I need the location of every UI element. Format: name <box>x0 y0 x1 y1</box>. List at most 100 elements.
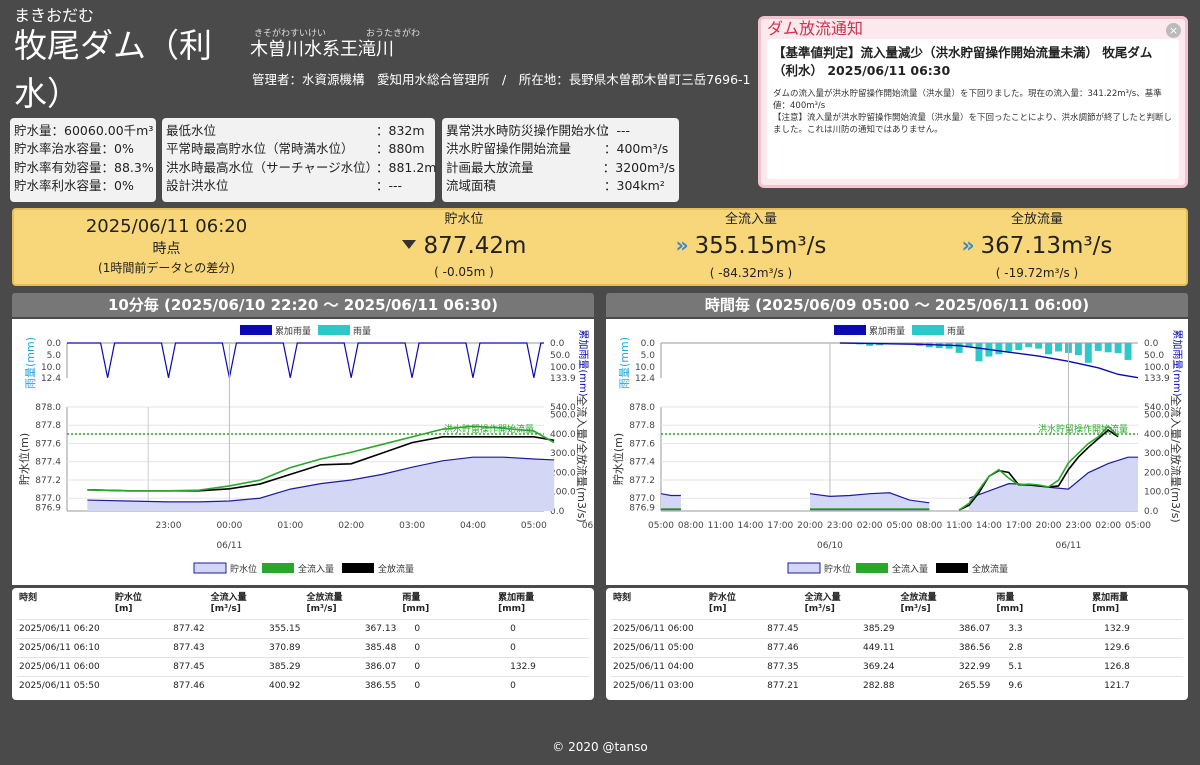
dam-name-title: 牧尾ダム（利水） <box>14 26 212 113</box>
main-right-tick: 400.0 <box>1144 430 1170 440</box>
x-tick-label: 01:00 <box>277 521 303 531</box>
metric-value: 877.42m <box>423 233 527 259</box>
x-tick-label: 00:00 <box>216 521 242 531</box>
storage-line <box>660 493 681 497</box>
chart-hourly: 累加雨量 雨量 0.0 0.0 5.0 50.0 10.0 100.0 12.4 133.9 雨量(… <box>611 325 1183 575</box>
main-left-tick: 877.2 <box>35 476 61 486</box>
summary-time: 2025/06/11 06:20 <box>85 216 248 237</box>
chart-panel-hourly: 時間毎 (2025/06/09 05:00 ～ 2025/06/11 06:00… <box>606 293 1188 585</box>
info-label: 洪水時最高水位（サーチャージ水位） <box>166 159 379 175</box>
table-cell: 0 <box>400 638 497 658</box>
rain-left-tick: 5.0 <box>641 351 656 361</box>
metric-total-inflow: 全流入量 » 355.15m³/s ( -84.32m³/s ) <box>631 212 871 281</box>
info-row: 貯水率有効容量： 88.3% <box>14 159 154 177</box>
main-right-tick: 100.0 <box>1144 488 1170 498</box>
header-text: 全流入量 <box>210 593 247 603</box>
rain-right-tick: 100.0 <box>1144 363 1170 373</box>
header-text: [m³/s] <box>900 604 931 614</box>
info-row: 最低水位 ：832m <box>166 122 431 140</box>
rain-bar <box>1005 343 1013 352</box>
rain-right-tick: 133.9 <box>550 374 576 384</box>
legend-cum-rain-label: 累加雨量 <box>275 326 311 337</box>
dam-kana: まきおだむ <box>14 6 95 25</box>
notice-body-1: ダムの流入量が洪水貯留操作開始流量（洪水量）を下回りました。現在の流入量：341… <box>773 89 1162 111</box>
info-row: 計画最大放流量 ：3200m³/s <box>446 159 675 177</box>
table-cell: 129.6 <box>1090 638 1183 658</box>
x-tick-label: 08:00 <box>678 521 704 531</box>
close-icon[interactable]: × <box>1166 23 1181 38</box>
table-cell: 367.13 <box>304 619 401 639</box>
table-row: 2025/06/11 06:00 877.45 385.29 386.07 3.3 132… <box>611 619 1183 639</box>
table-cell: 386.07 <box>898 619 995 639</box>
river-block: きそがわすいけい おうたきがわ 木曽川水系王滝川 <box>250 26 420 63</box>
rain-left-tick: 12.4 <box>635 374 655 384</box>
table-header: 全放流量 [m³/s] <box>898 588 994 620</box>
legend-rain-swatch <box>318 325 350 335</box>
x-tick-label: 23:00 <box>1065 521 1091 531</box>
table-cell: 0 <box>400 619 497 639</box>
main-right-tick: 300.0 <box>1144 449 1170 459</box>
cum-rain-line <box>839 342 1139 379</box>
main-ylabel-left: 貯水位(m) <box>611 433 625 485</box>
table-row: 2025/06/11 06:20 877.42 355.15 367.13 0 0 <box>17 619 589 639</box>
main-left-tick: 877.4 <box>629 458 655 468</box>
table-cell: 9.6 <box>994 676 1091 696</box>
header-text: 全放流量 <box>900 593 937 603</box>
rain-bar <box>1015 343 1023 351</box>
legend-storage-label: 貯水位 <box>824 563 851 575</box>
metric-value: 355.15m³/s <box>694 233 827 259</box>
info-label: 計画最大放流量 <box>446 159 534 175</box>
storage-area <box>810 492 930 511</box>
storage-info-box: 貯水量： 60060.00千m³ 貯水率治水容量： 0% 貯水率有効容量： 88.3% 貯水… <box>10 118 156 202</box>
rain-bar <box>965 343 973 348</box>
main-ylabel-left: 貯水位(m) <box>17 433 31 485</box>
info-value: ：881.2m <box>376 159 437 175</box>
header-text: [m] <box>708 604 727 614</box>
notice-body-2: 【注意】流入量が洪水貯留操作開始流量（洪水量）を下回ったことにより、洪水調節が終… <box>773 113 1172 135</box>
data-table-hourly: 時刻 貯水位 [m] 全流入量 [m³/s] 全放流量 [m³/s] 雨量 [mm] 累加雨量 [m… <box>606 588 1188 700</box>
x-date-label: 06/10 <box>817 541 843 551</box>
legend-outflow-swatch <box>936 563 968 573</box>
table-cell: 126.8 <box>1090 657 1183 677</box>
info-label: 貯水量 <box>14 123 52 138</box>
info-value: 0% <box>114 141 134 157</box>
rain-bar <box>1035 343 1043 349</box>
rain-left-tick: 5.0 <box>47 351 62 361</box>
x-tick-label: 14:00 <box>976 521 1002 531</box>
info-label: 流域面積 <box>446 178 497 194</box>
x-tick-label: 06:00 <box>582 521 594 531</box>
rain-bar <box>995 343 1003 355</box>
table-cell: 0 <box>496 676 589 696</box>
info-sep: ： <box>101 178 115 194</box>
info-label: 貯水率治水容量 <box>14 141 102 157</box>
info-label: 貯水率有効容量 <box>14 159 102 175</box>
table-row: 2025/06/11 05:50 877.46 400.92 386.55 0 0 <box>17 676 589 696</box>
info-label: 設計洪水位 <box>166 178 229 194</box>
info-value: ：400m³/s <box>604 141 669 157</box>
main-right-tick: 500.0 <box>1144 411 1170 421</box>
table-row: 2025/06/11 03:00 877.21 282.88 265.59 9.6 121… <box>611 676 1183 696</box>
table-header: 時刻 <box>611 588 707 620</box>
header-text: 累加雨量 <box>1092 593 1129 603</box>
x-tick-label: 11:00 <box>946 521 972 531</box>
cum-rain-ylabel: 累加雨量(mm) <box>1171 329 1183 396</box>
table-cell: 2.8 <box>994 638 1091 658</box>
info-row: 洪水貯留操作開始流量 ：400m³/s <box>446 140 675 158</box>
summary-diff-note: (1時間前データとの差分) <box>98 261 235 275</box>
legend-rain-label: 雨量 <box>947 326 965 337</box>
table-cell: 385.29 <box>208 657 305 677</box>
table-header: 全流入量 [m³/s] <box>209 588 305 620</box>
info-value: ：--- <box>376 178 403 194</box>
rain-right-tick: 50.0 <box>550 351 570 361</box>
main-ylabel-right: 全流入量/全放流量(m3/s) <box>575 395 589 522</box>
table-cell: 2025/06/11 06:10 <box>17 638 113 658</box>
panel-title: 時間毎 (2025/06/09 05:00 ～ 2025/06/11 06:00… <box>606 293 1188 317</box>
main-left-tick: 876.9 <box>629 503 655 513</box>
header-text: 貯水位 <box>708 593 736 603</box>
legend-storage-label: 貯水位 <box>230 563 257 575</box>
table-cell: 2025/06/11 05:50 <box>17 676 113 696</box>
storage-line <box>87 456 555 503</box>
legend-inflow-swatch <box>262 563 294 573</box>
river-ruby-2: おうたきがわ <box>366 29 421 39</box>
table-cell: 877.45 <box>112 657 209 677</box>
